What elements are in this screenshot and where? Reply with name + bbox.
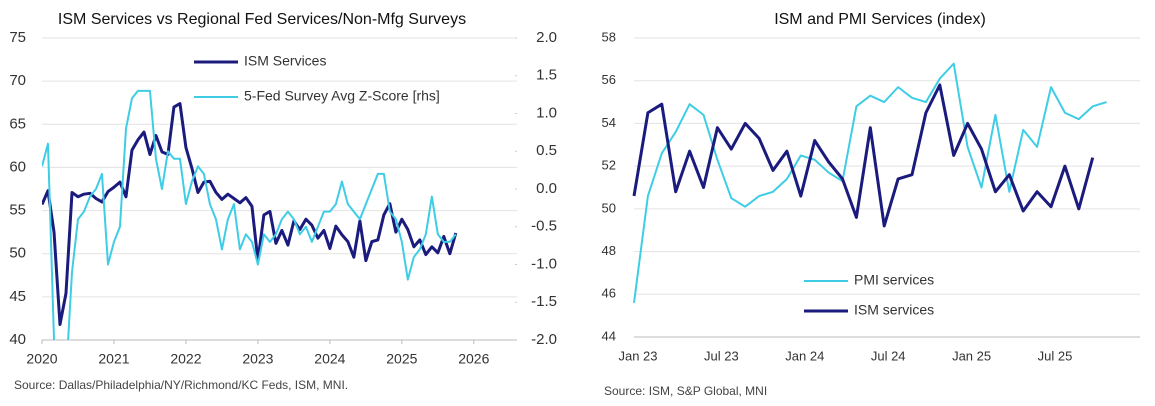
y2-tick-label: -2.0 <box>531 331 557 348</box>
y-tick-label: 52 <box>602 158 616 173</box>
y2-tick-label: -1.5 <box>531 293 557 310</box>
y-tick-label: 56 <box>602 72 616 87</box>
y-tick-label: 50 <box>9 245 26 262</box>
x-tick-label: Jul 25 <box>1038 348 1073 363</box>
y2-tick-label: -0.5 <box>531 218 557 235</box>
y-tick-label: 48 <box>602 243 616 258</box>
legend-label: ISM services <box>854 302 934 318</box>
y2-tick-label: 2.0 <box>536 29 557 46</box>
x-tick-label: Jan 23 <box>618 348 657 363</box>
x-tick-label: 2024 <box>314 351 345 367</box>
y-tick-label: 58 <box>602 29 616 44</box>
x-tick-label: 2026 <box>458 351 489 367</box>
x-tick-label: 2021 <box>98 351 129 367</box>
y-tick-label: 44 <box>602 328 616 343</box>
x-tick-label: Jul 24 <box>871 348 906 363</box>
y2-tick-label: 0.0 <box>536 180 557 197</box>
series-line <box>42 89 457 340</box>
y-tick-label: 70 <box>9 72 26 89</box>
y-tick-label: 75 <box>9 29 26 46</box>
plot-area <box>632 62 1107 303</box>
x-tick-label: Jan 25 <box>952 348 991 363</box>
y2-tick-label: 1.0 <box>536 104 557 121</box>
series-line <box>632 83 1095 228</box>
legend-label: 5-Fed Survey Avg Z-Score [rhs] <box>244 88 440 104</box>
chart-title: ISM Services vs Regional Fed Services/No… <box>58 11 466 28</box>
x-tick-label: 2022 <box>170 351 201 367</box>
y-tick-label: 50 <box>602 200 616 215</box>
legend-label: ISM Services <box>244 53 326 69</box>
source: Source: ISM, S&P Global, MNI <box>604 384 767 398</box>
x-tick-label: 2023 <box>242 351 273 367</box>
y-tick-label: 54 <box>602 115 616 130</box>
y-tick-label: 40 <box>9 331 26 348</box>
y2-tick-label: 0.5 <box>536 142 557 159</box>
x-tick-label: 2020 <box>26 351 57 367</box>
y-tick-label: 45 <box>9 288 26 305</box>
plot-area <box>42 89 458 340</box>
chart-title: ISM and PMI Services (index) <box>774 11 986 28</box>
x-tick-label: 2025 <box>386 351 417 367</box>
series-line <box>42 102 458 326</box>
y-tick-label: 65 <box>9 115 26 132</box>
x-tick-label: Jan 24 <box>785 348 824 363</box>
y-tick-label: 60 <box>9 158 26 175</box>
source: Source: Dallas/Philadelphia/NY/Richmond/… <box>14 378 348 392</box>
x-tick-label: Jul 23 <box>704 348 739 363</box>
y2-tick-label: 1.5 <box>536 67 557 84</box>
y2-tick-label: -1.0 <box>531 255 557 272</box>
y-tick-label: 55 <box>9 202 26 219</box>
y-tick-label: 46 <box>602 286 616 301</box>
legend-label: PMI services <box>854 272 934 288</box>
